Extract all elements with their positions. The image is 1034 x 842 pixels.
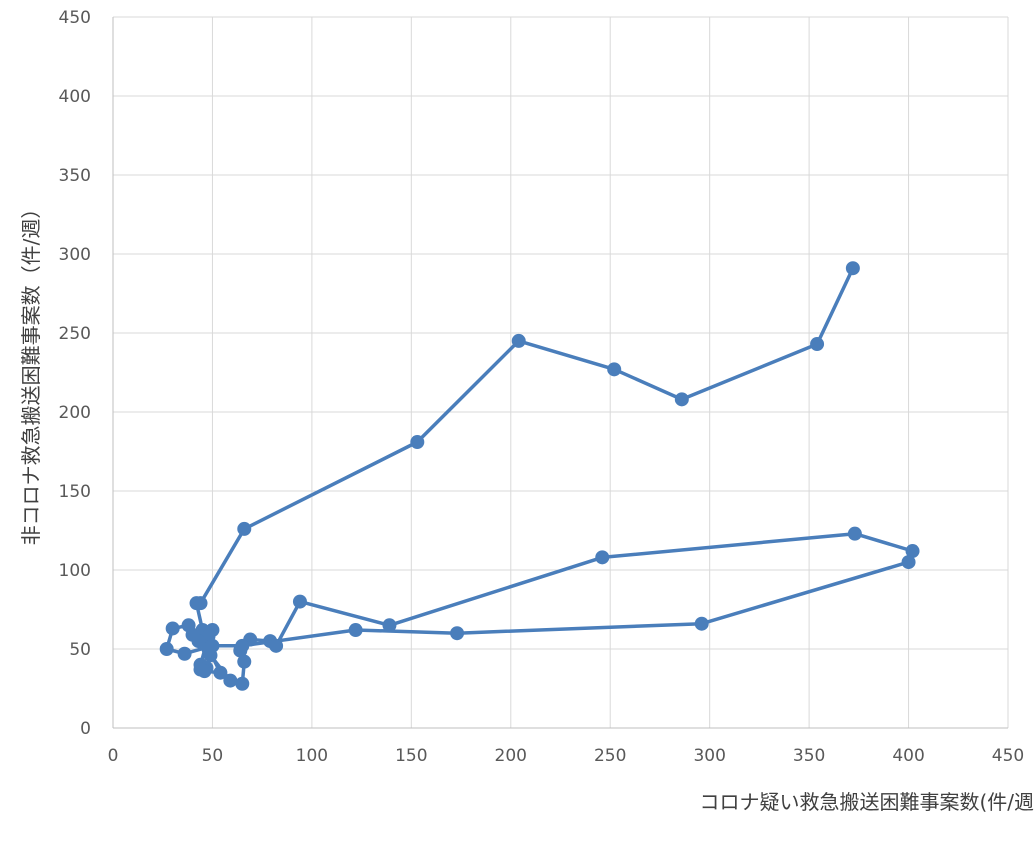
data-point: [847, 526, 862, 541]
y-tick-label: 0: [80, 719, 91, 739]
axes: [112, 17, 1008, 729]
data-point: [410, 435, 425, 450]
x-tick-label: 0: [108, 746, 119, 766]
data-point: [674, 392, 689, 407]
data-point: [810, 337, 825, 352]
x-tick-labels: 0 50 100 150 200 250 300 350 400 450: [108, 746, 1025, 766]
x-tick-label: 450: [992, 746, 1024, 766]
x-axis-title: コロナ疑い救急搬送困難事案数(件/週: [699, 790, 1034, 814]
series-line: [164, 266, 915, 686]
data-point: [165, 621, 180, 636]
data-point: [177, 646, 192, 661]
x-tick-label: 300: [693, 746, 725, 766]
data-point: [694, 616, 709, 631]
y-tick-labels: 0 50 100 150 200 250 300 350 400 450: [59, 8, 91, 739]
y-tick-label: 200: [59, 403, 91, 423]
data-point: [382, 618, 397, 633]
x-tick-label: 100: [296, 746, 328, 766]
y-tick-label: 300: [59, 245, 91, 265]
y-tick-label: 100: [59, 561, 91, 581]
data-point: [348, 623, 363, 638]
x-tick-label: 400: [892, 746, 924, 766]
y-tick-label: 350: [59, 166, 91, 186]
data-series: [159, 261, 920, 691]
data-point: [269, 638, 284, 653]
x-tick-label: 50: [202, 746, 224, 766]
data-point: [450, 626, 465, 641]
x-tick-label: 250: [594, 746, 626, 766]
data-point: [511, 333, 526, 348]
y-tick-label: 400: [59, 87, 91, 107]
data-point: [901, 555, 916, 570]
x-tick-label: 350: [793, 746, 825, 766]
x-tick-label: 150: [395, 746, 427, 766]
y-tick-label: 150: [59, 482, 91, 502]
data-point: [191, 634, 206, 649]
data-point: [201, 642, 216, 656]
data-point: [905, 544, 920, 559]
data-point: [189, 596, 204, 611]
data-point: [237, 521, 252, 536]
data-point: [845, 261, 860, 276]
data-point: [292, 594, 307, 609]
data-point: [595, 550, 610, 565]
x-tick-label: 200: [495, 746, 527, 766]
y-tick-label: 450: [59, 8, 91, 28]
y-tick-label: 50: [69, 640, 91, 660]
grid-lines: [113, 16, 1009, 728]
data-point: [193, 662, 208, 677]
data-point: [213, 665, 228, 680]
y-tick-label: 250: [59, 324, 91, 344]
data-point: [607, 362, 622, 377]
data-point: [235, 676, 250, 691]
data-point: [237, 654, 252, 669]
data-point: [159, 642, 174, 656]
data-point: [235, 638, 250, 653]
y-axis-title: 非コロナ救急搬送困難事案数（件/週）: [19, 199, 43, 546]
data-point: [223, 673, 238, 688]
